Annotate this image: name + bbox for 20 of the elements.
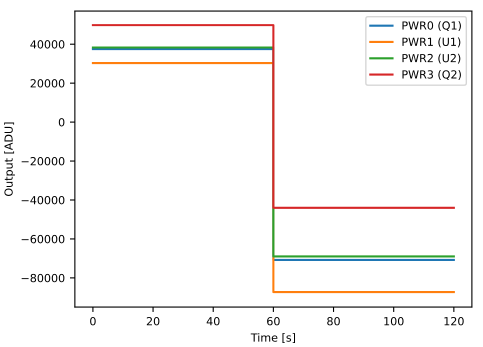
y-tick-label: −40000	[22, 196, 64, 204]
x-axis-title: Time [s]	[250, 333, 296, 344]
x-tick-label: 100	[384, 317, 404, 326]
x-tick-label: 120	[444, 317, 464, 326]
x-tick-label: 80	[327, 317, 340, 326]
x-tick-label: 40	[206, 317, 220, 326]
y-tick-label: 20000	[30, 79, 64, 88]
y-tick-label: 40000	[30, 40, 64, 49]
x-tick-label: 20	[146, 317, 160, 326]
y-tick-label: −60000	[22, 234, 64, 244]
y-axis-title: Output [ADU]	[4, 122, 15, 196]
legend-label: PWR3 (Q2)	[402, 70, 461, 80]
x-tick-label: 60	[267, 317, 280, 326]
x-tick-label: 0	[90, 317, 96, 326]
y-tick-label: 0	[58, 118, 64, 126]
y-tick-label: −20000	[22, 157, 64, 166]
legend-label: PWR0 (Q1)	[402, 21, 461, 32]
legend-label: PWR2 (U2)	[402, 54, 460, 64]
legend-label: PWR1 (U1)	[402, 37, 460, 48]
y-tick-label: −80000	[22, 274, 64, 282]
